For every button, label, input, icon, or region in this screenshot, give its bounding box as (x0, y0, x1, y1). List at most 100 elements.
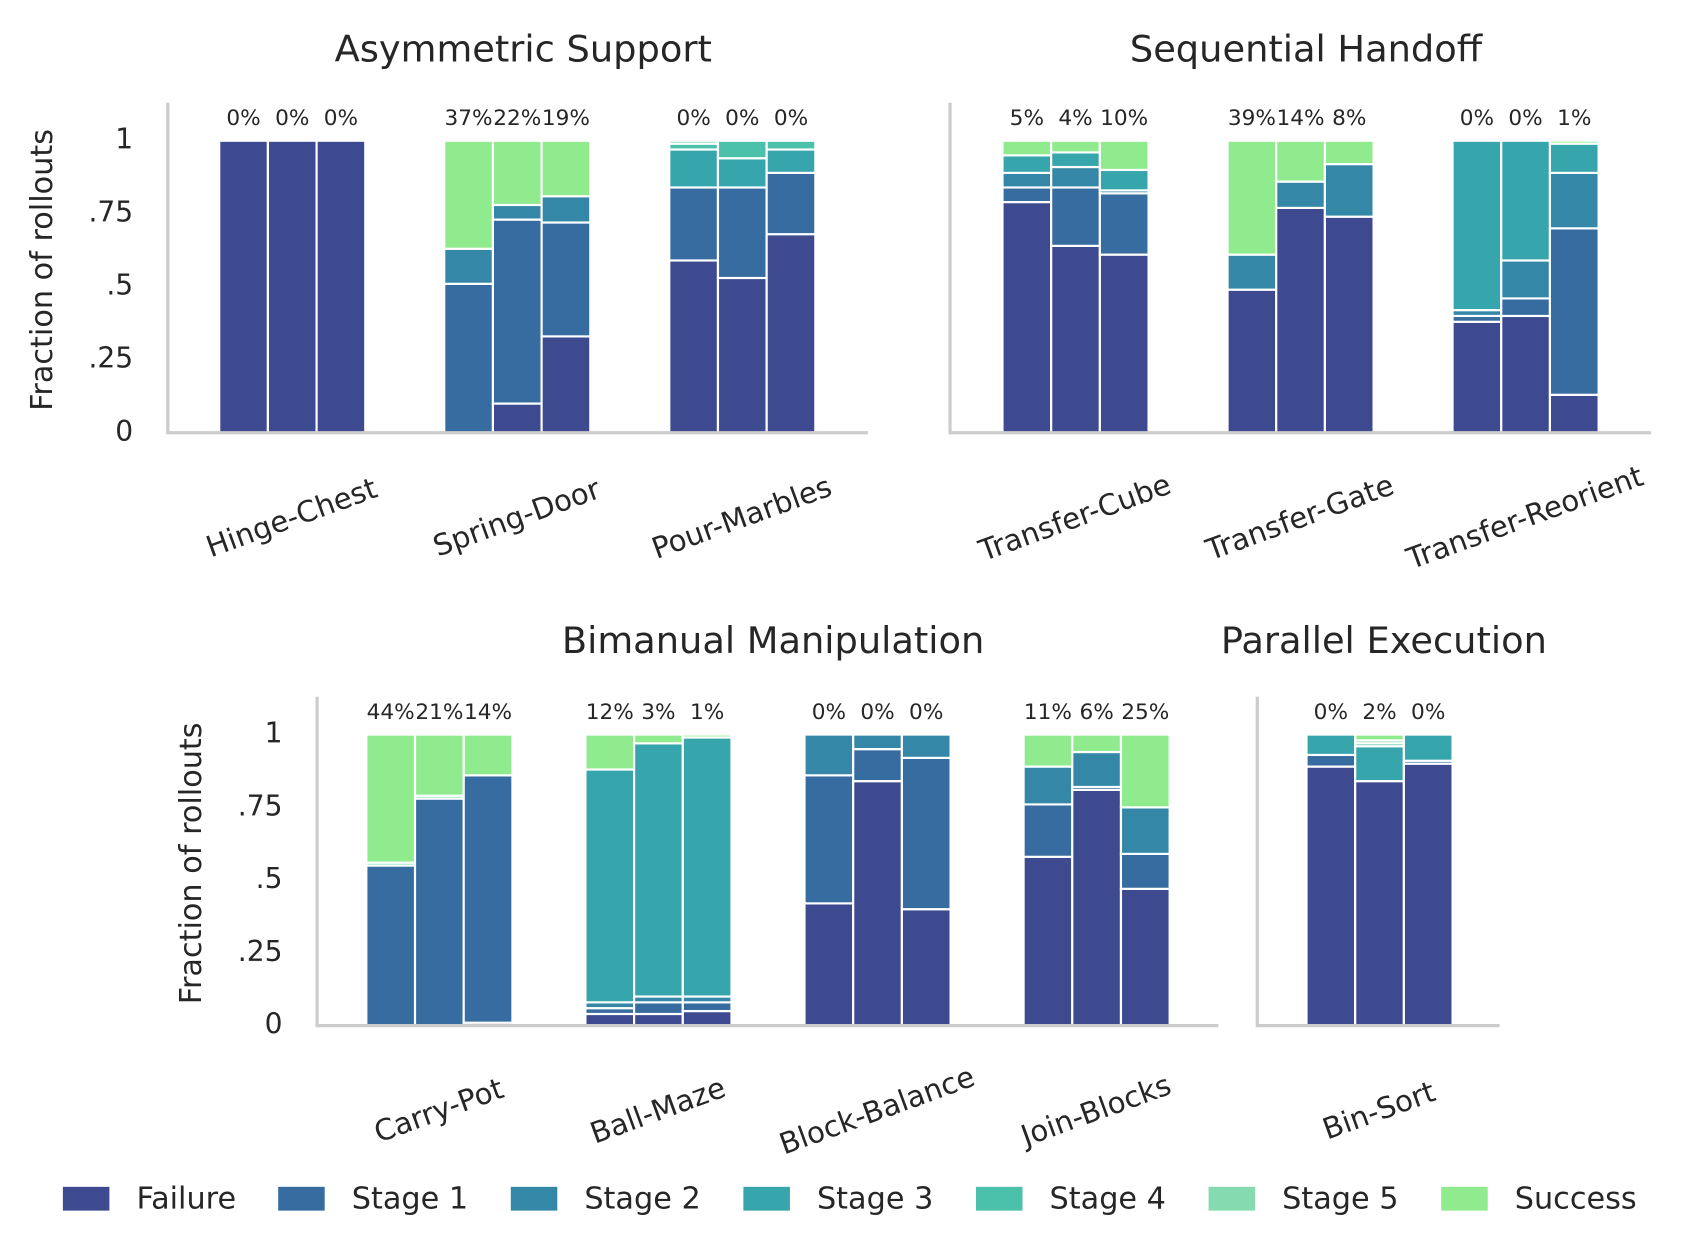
bar-segment (633, 1001, 684, 1016)
bar-segment (1451, 139, 1503, 312)
bar-segment (1305, 753, 1357, 768)
value-label: 0% (1411, 700, 1445, 725)
bar-segment (668, 259, 720, 434)
bar-segment (1500, 259, 1552, 300)
bar-segment (540, 139, 592, 198)
bar-segment (1071, 788, 1123, 1027)
bar-segment (681, 736, 733, 998)
legend-label: Stage 2 (584, 1181, 700, 1216)
bar-segment (266, 139, 318, 434)
bar-segment (633, 733, 684, 745)
value-label: 11% (1024, 700, 1072, 725)
value-label: 0% (774, 106, 808, 131)
bar-segment (765, 171, 817, 236)
value-label: 0% (909, 700, 943, 725)
x-tick-label: Transfer-Reorient (1401, 459, 1648, 576)
bar-segment (716, 157, 768, 189)
bar-segment (443, 247, 495, 285)
bar-segment (1001, 186, 1053, 204)
bar-segment (1050, 139, 1101, 154)
bar-segment (1022, 765, 1074, 806)
bar-segment (1098, 168, 1150, 192)
x-tick-label: Join-Blocks (1015, 1068, 1176, 1154)
bar-segment (1500, 139, 1552, 262)
bar-segment (1226, 139, 1278, 256)
bar-segment (540, 335, 592, 434)
bar-segment (491, 218, 543, 405)
legend-swatch (1208, 1186, 1256, 1211)
bar-segment (1275, 139, 1326, 183)
bar-segment (1022, 803, 1074, 858)
legend-label: Success (1515, 1181, 1637, 1216)
bar-segment (1071, 733, 1123, 754)
value-label: 21% (415, 700, 463, 725)
value-label: 44% (367, 700, 415, 725)
legend-label: Stage 4 (1050, 1181, 1166, 1216)
bar-segment (1050, 165, 1101, 189)
bar-segment (633, 1012, 684, 1027)
value-label: 22% (493, 106, 541, 131)
bar-segment (413, 797, 465, 1027)
bar-segment (1548, 227, 1600, 396)
bar-segment (1226, 288, 1278, 434)
legend-swatch (62, 1186, 110, 1211)
bar-segment (765, 233, 817, 434)
bar-segment (1001, 200, 1053, 434)
bar-segment (1354, 780, 1405, 1027)
legend-swatch (1441, 1186, 1488, 1211)
y-tick-label: .5 (106, 269, 133, 302)
bar-segment (1050, 151, 1101, 169)
value-label: 8% (1332, 106, 1366, 131)
y-axis-label: Fraction of rollouts (174, 722, 209, 1004)
value-label: 25% (1121, 700, 1169, 725)
y-tick-label: .25 (238, 935, 283, 968)
bar-segment (716, 186, 768, 280)
legend-label: Stage 5 (1282, 1181, 1398, 1216)
bar-segment (1305, 733, 1357, 757)
bar-segment (803, 733, 855, 777)
bar-segment (1354, 745, 1405, 783)
bar-segment (803, 774, 855, 905)
y-tick-label: .75 (238, 789, 283, 822)
value-label: 5% (1010, 106, 1044, 131)
x-tick-label: Carry-Pot (369, 1071, 507, 1149)
value-label: 37% (445, 106, 493, 131)
bar-segment (491, 139, 543, 207)
value-label: 0% (275, 106, 309, 131)
bar-segment (668, 139, 720, 145)
value-label: 2% (1362, 700, 1396, 725)
bar-segment (1323, 163, 1375, 218)
legend-label: Stage 1 (352, 1181, 468, 1216)
legend-label: Failure (136, 1181, 236, 1216)
bar-segment (1119, 887, 1171, 1027)
value-label: 0% (1314, 700, 1348, 725)
bar-segment (1548, 142, 1600, 174)
bar-segment (1323, 139, 1375, 166)
bar-segment (852, 733, 903, 751)
bar-segment (852, 748, 903, 783)
x-tick-label: Bin-Sort (1318, 1074, 1440, 1146)
bar-segment (900, 908, 952, 1027)
bar-segment (584, 733, 636, 771)
y-axis-label: Fraction of rollouts (25, 129, 60, 411)
bar-segment (1119, 852, 1171, 890)
bar-segment (1050, 244, 1101, 434)
bar-segment (1548, 171, 1600, 230)
bar-segment (668, 186, 720, 262)
bar-segment (584, 1012, 636, 1027)
x-tick-label: Pour-Marbles (647, 469, 836, 565)
bar-segment (1354, 733, 1405, 742)
value-label: 0% (676, 106, 710, 131)
y-tick-label: .25 (88, 342, 133, 375)
x-tick-label: Transfer-Cube (973, 467, 1175, 568)
bar-segment (540, 221, 592, 338)
bar-segment (1071, 750, 1123, 789)
x-tick-label: Spring-Door (429, 472, 605, 564)
value-label: 0% (1508, 106, 1542, 131)
bar-segment (462, 774, 514, 1024)
y-tick-label: 0 (115, 415, 133, 448)
bar-segment (1098, 139, 1150, 172)
value-label: 1% (1557, 106, 1591, 131)
